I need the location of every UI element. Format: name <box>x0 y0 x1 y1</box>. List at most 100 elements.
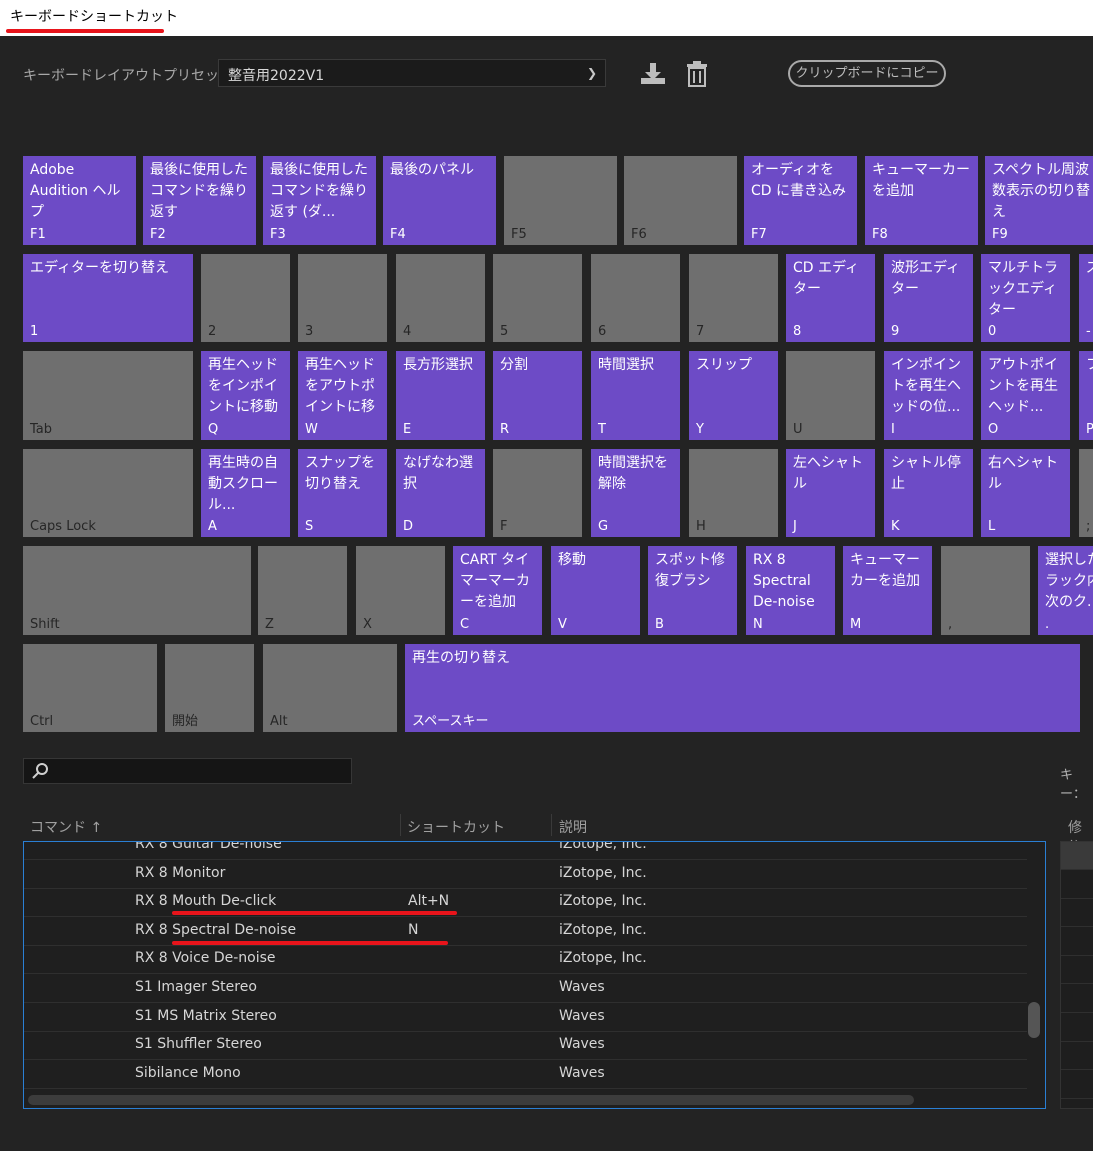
description-cell: Waves <box>559 979 605 995</box>
key-row1-0[interactable]: Adobe Audition ヘルプ F1 <box>23 156 136 245</box>
key-cap-label: 9 <box>891 324 900 339</box>
key-row2-4[interactable]: 5 <box>493 254 582 342</box>
key-row3-1[interactable]: 再生ヘッドをインポイントに移動 Q <box>201 351 290 440</box>
table-row[interactable]: S1 Shuffler Stereo Waves <box>24 1032 1027 1061</box>
key-row5-3[interactable]: CART タイマーマーカーを追加 C <box>453 546 542 635</box>
key-row3-5[interactable]: 時間選択 T <box>591 351 680 440</box>
key-row4-9[interactable]: 右へシャトル L <box>981 449 1070 537</box>
key-row6-1[interactable]: 開始 <box>165 644 254 732</box>
column-header-command[interactable]: コマンド ↑ <box>30 820 103 836</box>
key-cap-label: C <box>460 617 470 632</box>
key-command-label: 時間選択を解除 <box>598 455 668 492</box>
table-row[interactable]: S1 MS Matrix Stereo Waves <box>24 1004 1027 1032</box>
key-row3-10[interactable]: フP <box>1079 351 1093 440</box>
search-icon <box>32 763 48 779</box>
table-row[interactable]: RX 8 Guitar De-noise iZotope, Inc. <box>24 842 1027 860</box>
key-row5-0[interactable]: Shift <box>23 546 251 635</box>
horizontal-scrollbar[interactable] <box>28 1095 914 1105</box>
column-divider[interactable] <box>551 814 552 836</box>
key-row1-7[interactable]: キューマーカーを追加 F8 <box>865 156 978 245</box>
table-row[interactable]: RX 8 Voice De-noise iZotope, Inc. <box>24 946 1027 975</box>
key-row5-9[interactable]: 選択したトラック内の次のク.... <box>1038 546 1093 635</box>
key-row2-8[interactable]: 波形エディター 9 <box>884 254 973 342</box>
key-command-label: 波形エディター <box>891 260 961 297</box>
key-row4-6[interactable]: H <box>689 449 778 537</box>
key-row4-2[interactable]: スナップを切り替え S <box>298 449 387 537</box>
key-row4-1[interactable]: 再生時の自動スクロール... A <box>201 449 290 537</box>
key-row5-4[interactable]: 移動 V <box>551 546 640 635</box>
key-row4-8[interactable]: シャトル停止 K <box>884 449 973 537</box>
key-row1-4[interactable]: F5 <box>504 156 617 245</box>
key-row1-8[interactable]: スペクトル周波数表示の切り替え F9 <box>985 156 1093 245</box>
key-row1-5[interactable]: F6 <box>624 156 737 245</box>
table-row[interactable]: RX 8 Mouth De-click Alt+N iZotope, Inc. <box>24 889 1027 918</box>
key-row5-7[interactable]: キューマーカーを追加 M <box>843 546 932 635</box>
modifier-row <box>1061 899 1093 928</box>
sort-arrow-icon: ↑ <box>90 820 103 836</box>
key-cap-label: B <box>655 617 664 632</box>
modifier-row <box>1061 842 1093 870</box>
table-row[interactable]: S1 Imager Stereo Waves <box>24 975 1027 1003</box>
key-row2-3[interactable]: 4 <box>396 254 485 342</box>
key-row3-2[interactable]: 再生ヘッドをアウトポイントに移動 W <box>298 351 387 440</box>
description-cell: iZotope, Inc. <box>559 921 647 938</box>
column-header-shortcut[interactable]: ショートカット <box>407 820 505 836</box>
description-cell: iZotope, Inc. <box>559 950 647 967</box>
command-list[interactable]: RX 8 Guitar De-noise iZotope, Inc. RX 8 Mo… <box>23 841 1046 1109</box>
search-field[interactable] <box>23 758 352 784</box>
key-row4-0[interactable]: Caps Lock <box>23 449 193 537</box>
column-divider[interactable] <box>400 814 401 836</box>
key-row3-4[interactable]: 分割 R <box>493 351 582 440</box>
key-row2-2[interactable]: 3 <box>298 254 387 342</box>
key-row5-1[interactable]: Z <box>258 546 347 635</box>
key-row5-5[interactable]: スポット修復ブラシ B <box>648 546 737 635</box>
copy-to-clipboard-button[interactable]: クリップボードにコピー <box>788 60 946 87</box>
key-row3-0[interactable]: Tab <box>23 351 193 440</box>
key-cap-label: 3 <box>305 324 314 339</box>
key-command-label: RX 8 Spectral De-noise <box>753 552 815 610</box>
download-icon[interactable] <box>640 60 666 88</box>
key-row6-2[interactable]: Alt <box>263 644 397 732</box>
key-row6-0[interactable]: Ctrl <box>23 644 157 732</box>
table-row[interactable]: RX 8 Monitor iZotope, Inc. <box>24 861 1027 889</box>
key-row6-3[interactable]: 再生の切り替え スペースキー <box>405 644 1080 732</box>
key-row3-9[interactable]: アウトポイントを再生ヘッド... O <box>981 351 1070 440</box>
key-row5-6[interactable]: RX 8 Spectral De-noise N <box>746 546 835 635</box>
key-row4-7[interactable]: 左へシャトル J <box>786 449 875 537</box>
key-row1-2[interactable]: 最後に使用したコマンドを繰り返す (ダ... F3 <box>263 156 376 245</box>
key-row5-2[interactable]: X <box>356 546 445 635</box>
preset-label: キーボードレイアウトプリセット： <box>23 68 247 84</box>
key-row2-7[interactable]: CD エディター 8 <box>786 254 875 342</box>
key-row1-3[interactable]: 最後のパネル F4 <box>383 156 496 245</box>
key-row3-3[interactable]: 長方形選択 E <box>396 351 485 440</box>
key-row2-0[interactable]: エディターを切り替え 1 <box>23 254 193 342</box>
key-row3-7[interactable]: U <box>786 351 875 440</box>
key-cap-label: - <box>1086 324 1091 339</box>
key-row1-6[interactable]: オーディオを CD に書き込み F7 <box>744 156 857 245</box>
vertical-scrollbar[interactable] <box>1028 1002 1040 1038</box>
table-row[interactable]: Sibilance Mono Waves <box>24 1061 1027 1089</box>
key-cap-label: 2 <box>208 324 217 339</box>
column-header-description[interactable]: 説明 <box>559 820 587 836</box>
key-row3-8[interactable]: インポイントを再生ヘッドの位... I <box>884 351 973 440</box>
key-row4-5[interactable]: 時間選択を解除 G <box>591 449 680 537</box>
key-row2-6[interactable]: 7 <box>689 254 778 342</box>
key-row5-8[interactable]: , <box>941 546 1030 635</box>
trash-icon[interactable] <box>685 60 711 88</box>
key-cap-label: F <box>500 519 508 534</box>
key-row2-9[interactable]: マルチトラックエディター 0 <box>981 254 1070 342</box>
key-row1-1[interactable]: 最後に使用したコマンドを繰り返す F2 <box>143 156 256 245</box>
preset-dropdown[interactable]: 整音用2022V1 ❯ <box>218 59 606 87</box>
key-command-label: スポット修復ブラシ <box>655 552 725 589</box>
key-row2-10[interactable]: ズ(- <box>1079 254 1093 342</box>
key-row4-4[interactable]: F <box>493 449 582 537</box>
key-row4-3[interactable]: なげなわ選択 D <box>396 449 485 537</box>
shortcut-cell: Alt+N <box>408 893 450 910</box>
key-row2-5[interactable]: 6 <box>591 254 680 342</box>
key-row2-1[interactable]: 2 <box>201 254 290 342</box>
command-cell: S1 MS Matrix Stereo <box>135 1007 277 1024</box>
key-row3-6[interactable]: スリップ Y <box>689 351 778 440</box>
command-cell: RX 8 Voice De-noise <box>135 950 276 967</box>
key-row4-10[interactable]: ; <box>1079 449 1093 537</box>
